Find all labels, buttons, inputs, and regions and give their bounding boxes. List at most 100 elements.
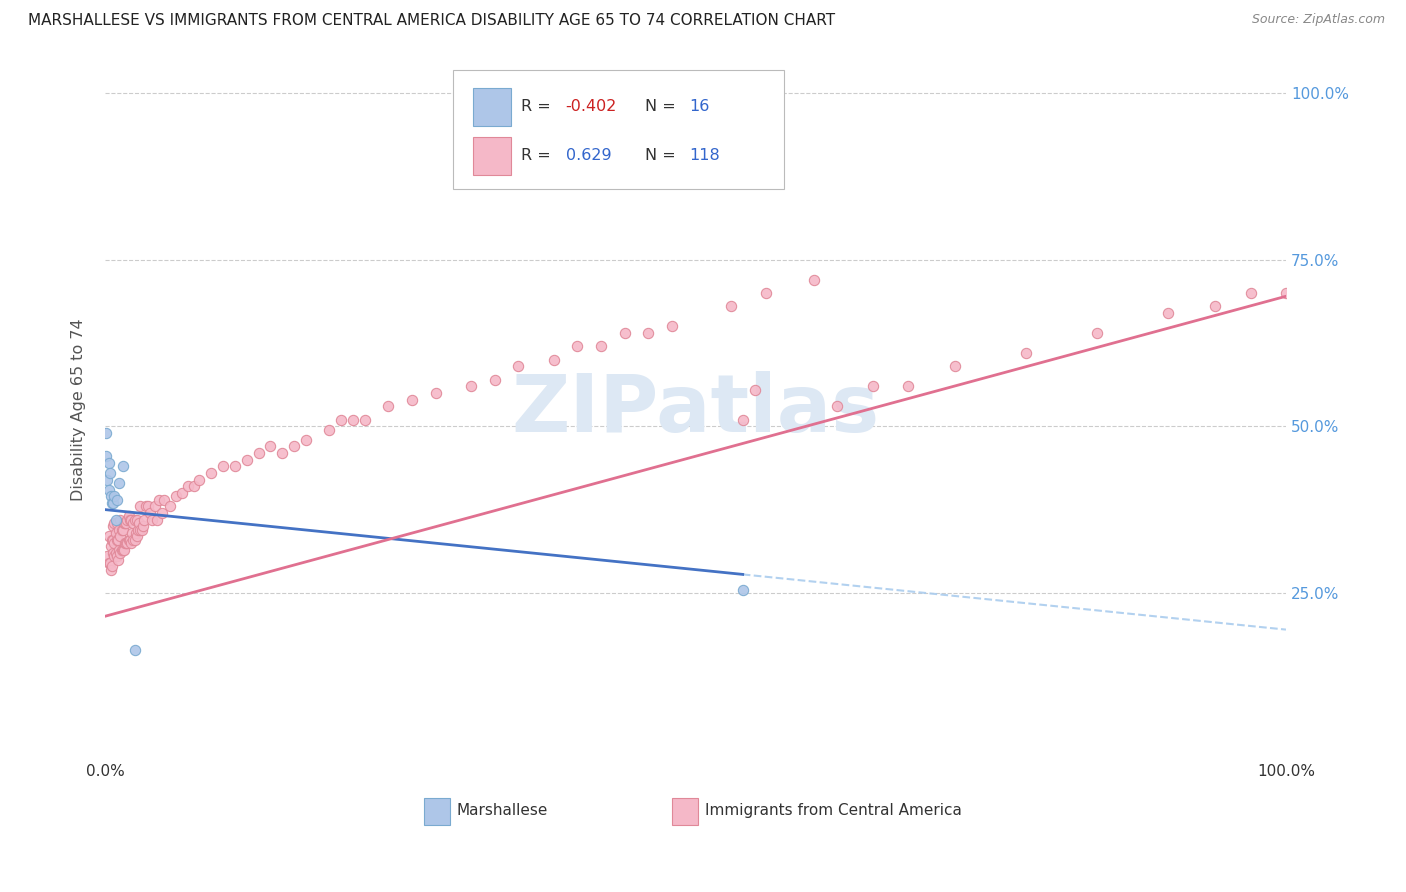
Text: 118: 118 [689, 148, 720, 163]
Point [135, 500, 157, 514]
Point [425, 386, 447, 401]
Point [108, 475, 131, 490]
Point [100, 563, 122, 577]
Point [110, 523, 132, 537]
Text: R =: R = [520, 148, 555, 163]
Point [105, 516, 128, 530]
Point [104, 546, 127, 560]
Text: 0.629: 0.629 [565, 148, 612, 163]
Point [101, 533, 124, 547]
Point [111, 459, 134, 474]
Point [117, 513, 139, 527]
Point [107, 533, 129, 547]
Point [120, 513, 142, 527]
Point [117, 536, 139, 550]
Point [755, 285, 778, 300]
Point [127, 523, 149, 537]
Point [661, 319, 683, 334]
Point [98, 556, 121, 570]
Point [112, 542, 135, 557]
Text: MARSHALLESE VS IMMIGRANTS FROM CENTRAL AMERICA DISABILITY AGE 65 TO 74 CORRELATI: MARSHALLESE VS IMMIGRANTS FROM CENTRAL A… [28, 13, 835, 29]
Point [543, 352, 565, 367]
Point [200, 466, 222, 480]
Point [118, 513, 141, 527]
Point [803, 272, 825, 286]
Point [117, 509, 139, 524]
Bar [423, 798, 450, 825]
Point [97, 529, 120, 543]
Point [153, 492, 176, 507]
Point [114, 536, 136, 550]
Point [96, 450, 118, 464]
Point [271, 446, 294, 460]
Text: N =: N = [645, 99, 681, 114]
Point [107, 552, 129, 566]
Point [897, 379, 920, 393]
Point [103, 536, 125, 550]
Point [943, 359, 966, 374]
Point [124, 533, 146, 547]
Point [120, 536, 142, 550]
Bar [474, 136, 512, 175]
Point [1157, 306, 1180, 320]
Point [103, 489, 125, 503]
Point [224, 459, 246, 474]
Point [330, 412, 353, 426]
Y-axis label: Disability Age 65 to 74: Disability Age 65 to 74 [72, 318, 86, 501]
Point [1204, 299, 1226, 313]
Point [159, 500, 181, 514]
Point [401, 392, 423, 407]
Point [125, 525, 148, 540]
Point [103, 496, 125, 510]
Point [103, 546, 125, 560]
Point [720, 299, 742, 313]
Point [176, 479, 198, 493]
Point [212, 459, 235, 474]
Text: -0.402: -0.402 [565, 99, 617, 114]
Point [318, 423, 340, 437]
Point [146, 513, 169, 527]
Point [283, 439, 305, 453]
Point [97, 456, 120, 470]
Point [731, 412, 754, 426]
Point [114, 516, 136, 530]
Point [98, 466, 121, 480]
Point [353, 412, 375, 426]
Point [188, 473, 211, 487]
Text: Marshallese: Marshallese [457, 803, 548, 818]
Bar [672, 798, 697, 825]
Point [97, 556, 120, 570]
Point [294, 433, 316, 447]
Bar [474, 87, 512, 126]
Point [110, 529, 132, 543]
Point [183, 479, 205, 493]
Point [508, 359, 530, 374]
Point [139, 506, 162, 520]
Point [165, 489, 187, 503]
Point [101, 559, 124, 574]
Point [1275, 285, 1298, 300]
Point [122, 516, 145, 530]
Point [115, 536, 138, 550]
Point [567, 339, 589, 353]
Point [125, 529, 148, 543]
Point [110, 546, 132, 560]
Point [105, 492, 128, 507]
Point [128, 516, 150, 530]
Point [111, 542, 134, 557]
Point [111, 523, 134, 537]
Point [118, 533, 141, 547]
Point [150, 506, 173, 520]
Point [100, 489, 122, 503]
Point [110, 542, 132, 557]
Point [100, 539, 122, 553]
Point [112, 516, 135, 530]
Point [129, 523, 152, 537]
Point [117, 533, 139, 547]
Point [825, 399, 848, 413]
Text: N =: N = [645, 148, 681, 163]
Point [103, 549, 125, 564]
Point [101, 496, 124, 510]
Point [124, 642, 146, 657]
Point [613, 326, 636, 340]
